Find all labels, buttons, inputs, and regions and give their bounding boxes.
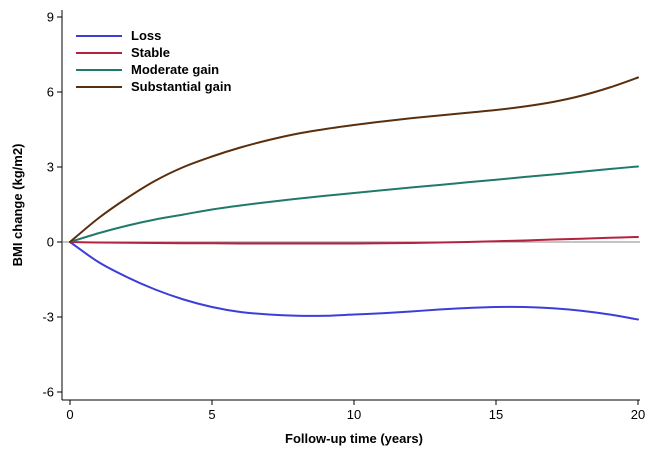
- series-lines: [69, 76, 639, 321]
- series-line-stable: [69, 236, 639, 245]
- y-tick-label: -3: [42, 310, 54, 325]
- series-line-moderate-gain: [69, 165, 639, 243]
- y-tick-label: 6: [47, 85, 54, 100]
- x-axis-ticks: 0 5 10 15 20: [66, 400, 645, 422]
- x-tick-label: 5: [208, 407, 215, 422]
- y-tick-label: 3: [47, 160, 54, 175]
- y-tick-label: 9: [47, 10, 54, 25]
- x-tick-label: 15: [489, 407, 503, 422]
- plot-frame: [61, 10, 640, 401]
- y-tick-label: 0: [47, 235, 54, 250]
- y-axis-title: BMI change (kg/m2): [10, 144, 25, 267]
- legend-label-moderate-gain: Moderate gain: [131, 62, 219, 77]
- legend-label-loss: Loss: [131, 28, 161, 43]
- x-axis-title: Follow-up time (years): [285, 431, 423, 446]
- x-tick-label: 10: [347, 407, 361, 422]
- series-line-loss: [69, 241, 639, 321]
- series-line-substantial-gain: [69, 76, 639, 243]
- legend-label-stable: Stable: [131, 45, 170, 60]
- legend-label-substantial-gain: Substantial gain: [131, 79, 231, 94]
- x-tick-label: 20: [631, 407, 645, 422]
- y-axis-ticks: -6 -3 0 3 6 9: [42, 10, 62, 400]
- y-tick-label: -6: [42, 385, 54, 400]
- x-tick-label: 0: [66, 407, 73, 422]
- legend: Loss Stable Moderate gain Substantial gain: [76, 28, 231, 94]
